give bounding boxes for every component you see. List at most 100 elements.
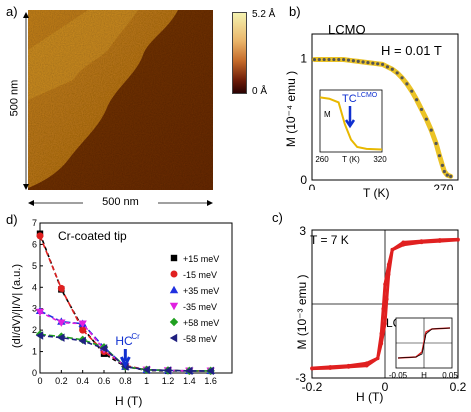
data-point-c	[328, 366, 333, 370]
data-point-d	[36, 232, 44, 240]
y-tick-label-d: 1	[32, 347, 37, 357]
data-point-c	[456, 238, 460, 242]
y-tick-label-d: 7	[32, 218, 37, 228]
hysteresis-branch-down-c	[311, 238, 459, 371]
data-point-d	[185, 366, 193, 376]
data-point-d	[35, 331, 44, 340]
data-point-b	[322, 57, 326, 62]
inset-xlabel-b: T (K)	[342, 155, 360, 164]
hc-annotation-label: HC	[115, 334, 133, 348]
panel-b-field-label: H = 0.01 T	[381, 43, 442, 58]
tc-sup-b: LCMO	[357, 92, 378, 99]
x-tick-label-c: -0.2	[302, 380, 323, 394]
plot-frame-d	[39, 222, 233, 374]
x-tick-label-d: 0.2	[55, 376, 68, 386]
x-tick-label-d: 0.8	[119, 376, 132, 386]
data-point-b	[385, 65, 390, 69]
panel-c-label: c)	[272, 210, 283, 225]
data-point-c	[386, 272, 391, 277]
legend-marker-d	[169, 317, 179, 327]
data-point-b	[312, 57, 317, 62]
data-point-b	[390, 67, 394, 71]
inset-ylabel-b: M	[324, 110, 331, 119]
data-point-b	[342, 57, 346, 62]
data-point-b	[434, 141, 438, 146]
axis-y-label-a: 500 nm	[8, 79, 21, 117]
data-point-c	[379, 331, 384, 336]
data-point-b	[351, 59, 355, 63]
y-tick-label-b: 1	[300, 51, 307, 65]
x-tick-label-d: 1.6	[204, 376, 217, 386]
legend-marker-d	[170, 254, 178, 262]
y-tick-label-b: 0	[300, 173, 307, 187]
data-point-d	[57, 319, 66, 327]
hc-annotation-sup: Cr	[131, 332, 140, 341]
y-tick-label-d: 5	[32, 261, 37, 271]
data-point-b	[337, 57, 341, 62]
chart-b: 0 270 0 1 M 260 320 T (K) TC LCMO	[300, 33, 459, 190]
data-point-c	[390, 247, 395, 252]
x-tick-label-d: 0	[37, 376, 42, 386]
y-tick-label-c: -3	[295, 371, 306, 385]
legend-marker-d	[170, 270, 178, 278]
y-tick-label-d: 3	[32, 304, 37, 314]
inset-loop-lower-c	[397, 327, 451, 359]
x-tick-label-d: 1.2	[162, 376, 175, 386]
data-point-b	[440, 163, 445, 167]
x-tick-label-d: 0.4	[76, 376, 89, 386]
inset-xtick-b: 260	[315, 155, 329, 164]
data-point-d	[99, 344, 108, 353]
x-tick-label-c: 0	[382, 380, 389, 394]
hc-arrow-icon	[119, 349, 131, 369]
data-point-d	[78, 320, 87, 328]
data-point-b	[410, 89, 414, 93]
y-tick-label-d: 4	[32, 282, 37, 292]
data-point-b	[380, 62, 385, 67]
data-point-b	[424, 117, 428, 121]
y-tick-label-d: 2	[32, 325, 37, 335]
data-point-b	[346, 58, 351, 62]
series-line-d	[39, 334, 211, 372]
x-tick-label-d: 0.6	[98, 376, 111, 386]
colorbar	[232, 12, 247, 94]
legend-marker-d	[169, 333, 178, 343]
data-point-b	[317, 57, 321, 62]
data-point-c	[401, 240, 406, 245]
inset-curve-b	[319, 96, 383, 151]
inset-xtick-c: -0.05	[389, 371, 408, 380]
data-point-c	[383, 282, 387, 287]
data-point-b	[415, 98, 419, 102]
data-point-d	[79, 326, 87, 334]
x-tick-label-b: 0	[309, 182, 316, 190]
colorbar-bottom-label: 0 Å	[252, 86, 268, 97]
panel-b-label: b)	[289, 4, 301, 19]
inset-xlabel-c: H	[421, 371, 427, 380]
afm-topography-image	[28, 10, 213, 190]
data-point-c	[379, 341, 384, 346]
data-point-d	[142, 365, 150, 374]
data-point-c	[310, 366, 314, 371]
panel-c-temp-label: T = 7 K	[310, 233, 349, 247]
legend-label-d: +35 meV	[183, 286, 219, 296]
legend-marker-d	[169, 302, 179, 311]
data-point-d	[57, 284, 65, 292]
legend-label-d: +58 meV	[183, 318, 219, 328]
legend-label-d: -15 meV	[183, 270, 217, 280]
tc-arrow-icon	[344, 106, 356, 129]
data-point-b	[445, 173, 449, 177]
panel-a-label: a)	[6, 4, 18, 19]
data-point-b	[429, 128, 433, 132]
data-point-c	[383, 321, 387, 326]
axis-x-label-a: 500 nm	[28, 196, 213, 210]
data-point-b	[405, 82, 409, 86]
axis-y-arrow-a	[23, 12, 29, 190]
inset-xtick-b: 320	[373, 155, 387, 164]
panel-b-xlabel: T (K)	[363, 186, 390, 200]
data-point-b	[371, 61, 375, 65]
x-tick-label-d: 1.4	[183, 376, 196, 386]
data-point-d	[78, 336, 86, 346]
data-point-c	[385, 297, 389, 301]
colorbar-top-label: 5.2 Å	[252, 9, 276, 20]
y-tick-label-c: 3	[299, 224, 306, 238]
y-tick-label-d: 0	[32, 368, 37, 378]
